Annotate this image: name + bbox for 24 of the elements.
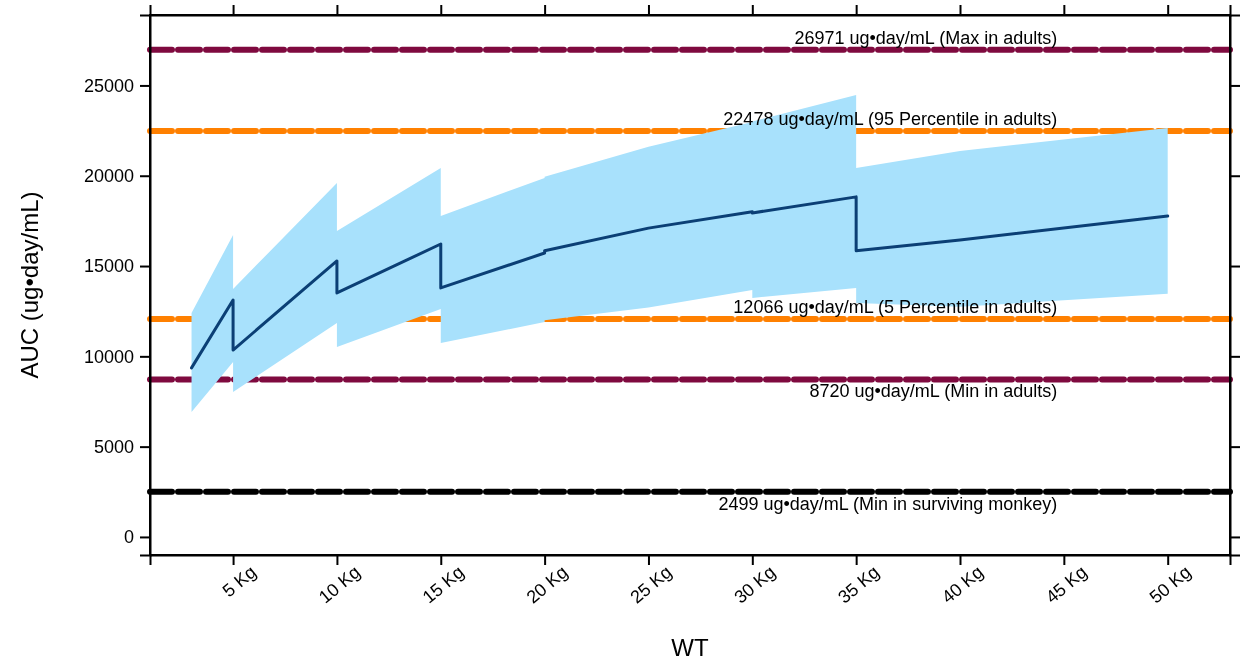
x-tick-label: 35 Kg [834,561,884,608]
x-tick-label: 50 Kg [1145,561,1195,608]
y-tick-label: 5000 [93,436,134,457]
y-tick-label: 0 [123,527,134,548]
ref-line-label: 2499 ug•day/mL (Min in surviving monkey) [718,493,1058,514]
line-series [190,195,1170,370]
x-tick-label: 10 Kg [314,561,364,608]
x-tick-label: 30 Kg [730,561,780,608]
x-axis-title: WT [671,634,709,661]
y-tick-label: 10000 [83,346,134,367]
x-tick-label: 25 Kg [626,561,676,608]
ref-line-label: 8720 ug•day/mL (Min in adults) [809,381,1058,402]
ref-line-label: 26971 ug•day/mL (Max in adults) [794,27,1058,48]
y-axis-title: AUC (ug•day/mL) [16,191,43,379]
x-tick-label: 40 Kg [938,561,987,608]
x-tick-label: 15 Kg [418,561,468,608]
y-tick-label: 20000 [83,166,134,186]
ref-line-label: 22478 ug•day/mL (95 Percentile in adults) [723,108,1058,129]
y-tick-label: 25000 [83,75,134,96]
x-tick-label: 5 Kg [218,561,261,601]
y-tick-label: 15000 [83,256,134,277]
x-tick-label: 45 Kg [1041,561,1091,608]
ref-line-label: 12066 ug•day/mL (5 Percentile in adults) [733,297,1058,318]
x-tick-label: 20 Kg [522,561,572,608]
